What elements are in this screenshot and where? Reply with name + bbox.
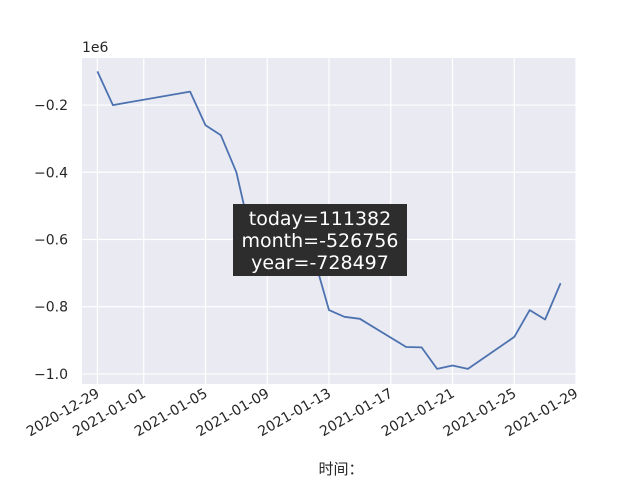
- y-offset-label: 1e6: [82, 40, 109, 56]
- y-tick-label: −0.8: [34, 300, 68, 316]
- annotation-line-today: today=111382: [249, 208, 391, 230]
- y-tick-label: −0.6: [34, 232, 68, 248]
- x-tick-labels: 2020-12-292021-01-012021-01-052021-01-09…: [24, 386, 581, 441]
- y-tick-label: −0.4: [34, 165, 68, 181]
- y-tick-label: −0.2: [34, 98, 68, 114]
- x-axis-label: 时间：: [318, 460, 363, 478]
- annotation-box: today=111382 month=-526756 year=-728497: [233, 204, 407, 276]
- annotation-line-month: month=-526756: [242, 230, 399, 252]
- grid-lines: [82, 58, 577, 384]
- annotation-line-year: year=-728497: [251, 252, 389, 274]
- annotation-background: [233, 204, 407, 276]
- y-tick-label: −1.0: [34, 367, 68, 383]
- series-layer: [96, 71, 562, 370]
- y-tick-labels: −1.0 −0.8 −0.6 −0.4 −0.2: [34, 98, 68, 383]
- series-line: [96, 71, 562, 370]
